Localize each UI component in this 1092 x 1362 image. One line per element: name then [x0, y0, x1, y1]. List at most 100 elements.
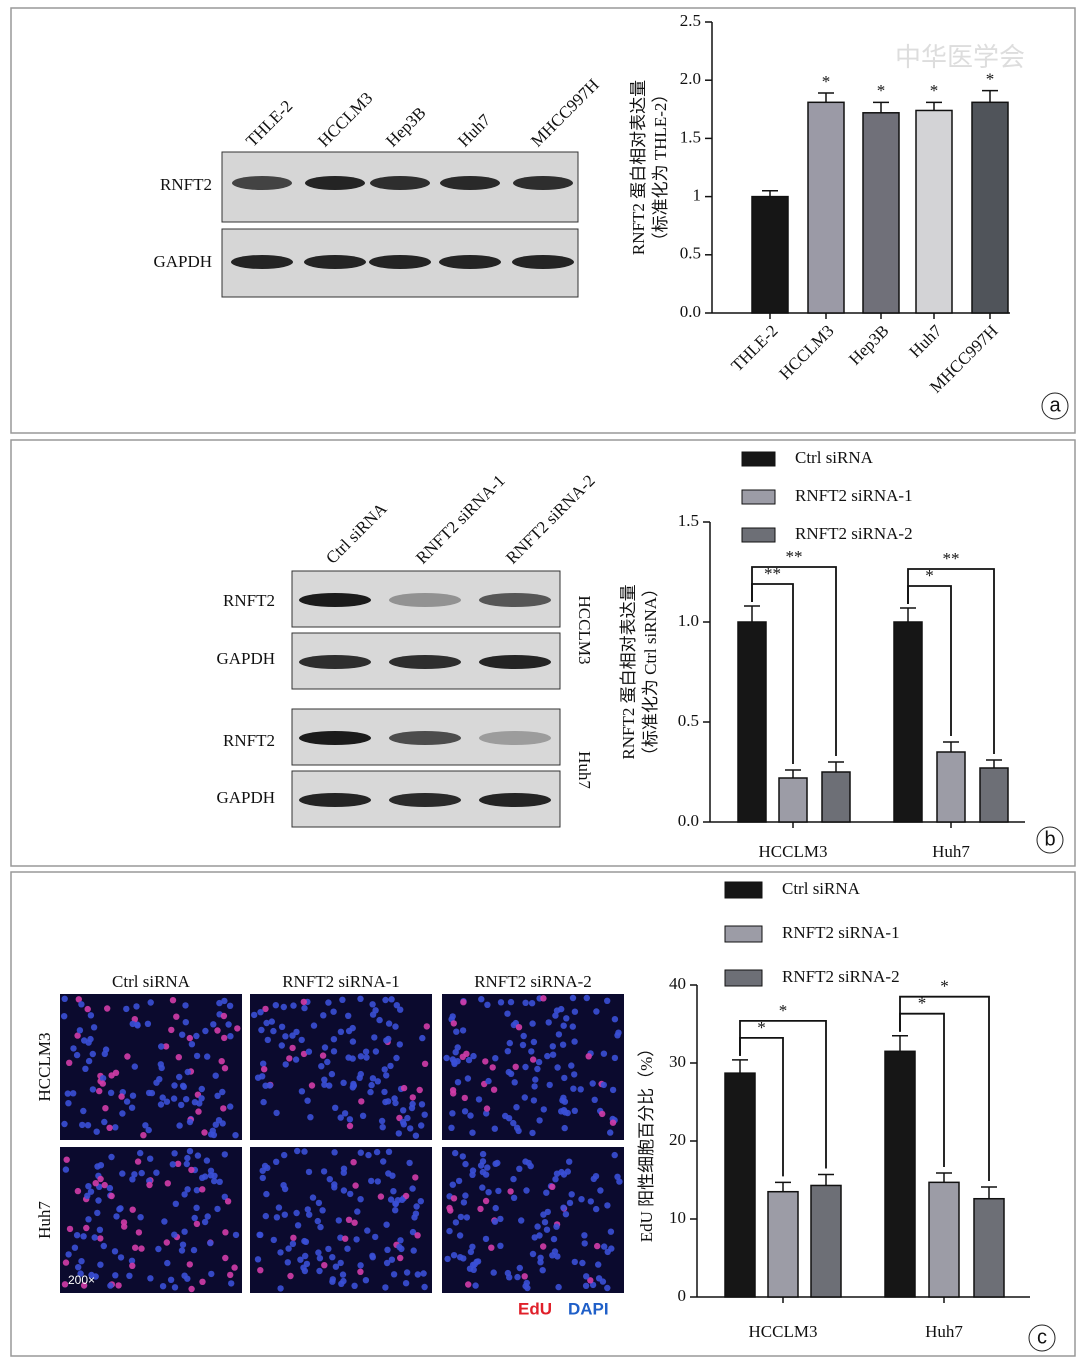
cell-nucleus — [188, 1041, 196, 1048]
cell-nucleus — [119, 1110, 126, 1117]
cell-nucleus — [212, 1072, 219, 1079]
y-axis-label: （标准化为 THLE-2） — [651, 86, 670, 250]
significance-bracket — [907, 568, 995, 754]
cell-nucleus — [176, 1122, 183, 1129]
cell-nucleus — [339, 1271, 347, 1278]
cell-nucleus — [553, 1223, 560, 1230]
cell-nucleus — [421, 1283, 428, 1291]
cell-nucleus — [70, 1045, 77, 1052]
cell-nucleus — [341, 1110, 349, 1117]
cell-nucleus — [518, 1217, 525, 1224]
cell-nucleus — [234, 1025, 241, 1032]
cell-nucleus — [316, 1267, 323, 1275]
error-bar — [926, 101, 942, 111]
cell-nucleus — [397, 1006, 404, 1013]
cell-nucleus — [467, 1112, 474, 1119]
cell-nucleus — [494, 1159, 501, 1167]
cell-nucleus — [210, 1021, 217, 1028]
cell-nucleus — [560, 1171, 568, 1178]
cell-nucleus — [260, 1098, 267, 1106]
cell-nucleus — [523, 1187, 530, 1194]
cell-nucleus — [171, 1082, 178, 1089]
cell-nucleus — [96, 1226, 104, 1234]
cell-nucleus — [472, 1282, 479, 1289]
cell-nucleus — [157, 1061, 164, 1068]
cell-nucleus — [171, 1284, 179, 1291]
cell-nucleus — [294, 1147, 301, 1155]
cell-nucleus — [413, 1203, 420, 1210]
cell-nucleus — [381, 1066, 388, 1073]
cell-nucleus — [101, 1181, 108, 1189]
cell-nucleus — [193, 1052, 201, 1060]
cell-nucleus — [305, 1168, 313, 1176]
cell-nucleus — [532, 1076, 539, 1083]
panel-letter: b — [1044, 828, 1055, 850]
cell-nucleus — [129, 1020, 136, 1028]
cell-nucleus — [477, 1205, 484, 1213]
cell-nucleus — [382, 1284, 389, 1291]
x-tick-label: Huh7 — [932, 842, 970, 861]
error-bar — [762, 190, 778, 197]
cell-nucleus — [74, 1187, 82, 1195]
cell-nucleus — [129, 1176, 136, 1183]
cell-nucleus — [600, 1050, 608, 1057]
cell-nucleus — [153, 1169, 160, 1176]
cell-nucleus — [353, 1236, 360, 1243]
cell-nucleus — [188, 1285, 195, 1293]
cell-nucleus — [324, 1058, 331, 1066]
cell-nucleus — [162, 1043, 170, 1050]
cell-nucleus — [469, 1167, 477, 1174]
y-tick-label: 2.5 — [680, 11, 701, 30]
cell-nucleus — [529, 1020, 536, 1027]
cell-nucleus — [418, 1101, 426, 1108]
cell-nucleus — [270, 1236, 277, 1244]
y-axis-label: （标准化为 Ctrl siRNA） — [641, 580, 660, 764]
cell-nucleus — [159, 1094, 166, 1101]
cell-nucleus — [465, 1056, 473, 1064]
cell-nucleus — [294, 1222, 302, 1229]
cell-nucleus — [395, 1130, 402, 1137]
cell-nucleus — [601, 1243, 608, 1250]
cell-nucleus — [186, 1261, 193, 1268]
blot-band — [389, 731, 461, 745]
cell-nucleus — [459, 1153, 466, 1160]
y-tick-label: 0.0 — [680, 302, 701, 321]
cell-nucleus — [357, 995, 364, 1002]
lane-label: Ctrl siRNA — [322, 499, 391, 568]
cell-nucleus — [540, 995, 547, 1002]
cell-nucleus — [208, 1270, 215, 1278]
error-bar — [936, 1172, 952, 1183]
cell-nucleus — [520, 1032, 527, 1040]
cell-nucleus — [463, 1214, 471, 1221]
cell-nucleus — [221, 1034, 228, 1042]
cell-nucleus — [221, 1151, 228, 1158]
cell-nucleus — [346, 1122, 354, 1130]
cell-nucleus — [257, 1231, 264, 1239]
cell-nucleus — [183, 1160, 190, 1168]
cell-nucleus — [227, 1103, 234, 1110]
blot-band — [479, 731, 551, 745]
cell-nucleus — [74, 1032, 81, 1039]
cell-nucleus — [592, 1173, 600, 1180]
cell-nucleus — [214, 1205, 221, 1213]
cell-nucleus — [615, 1029, 622, 1036]
cell-nucleus — [330, 1008, 337, 1015]
cell-nucleus — [607, 1228, 615, 1235]
cell-nucleus — [347, 1190, 354, 1198]
cell-nucleus — [374, 1178, 381, 1185]
cell-nucleus — [186, 1034, 193, 1042]
cell-nucleus — [342, 1235, 349, 1242]
cell-nucleus — [450, 1252, 458, 1259]
cell-nucleus — [561, 1074, 568, 1082]
cell-nucleus — [340, 1165, 348, 1172]
cell-nucleus — [560, 1022, 567, 1029]
cell-nucleus — [447, 1207, 454, 1214]
cell-nucleus — [555, 1031, 563, 1038]
cell-nucleus — [121, 1223, 128, 1230]
cell-nucleus — [393, 1002, 400, 1009]
cell-nucleus — [400, 1084, 408, 1092]
cell-line-label: HCCLM3 — [575, 596, 594, 665]
cell-nucleus — [459, 1053, 466, 1061]
cell-nucleus — [89, 1050, 97, 1058]
